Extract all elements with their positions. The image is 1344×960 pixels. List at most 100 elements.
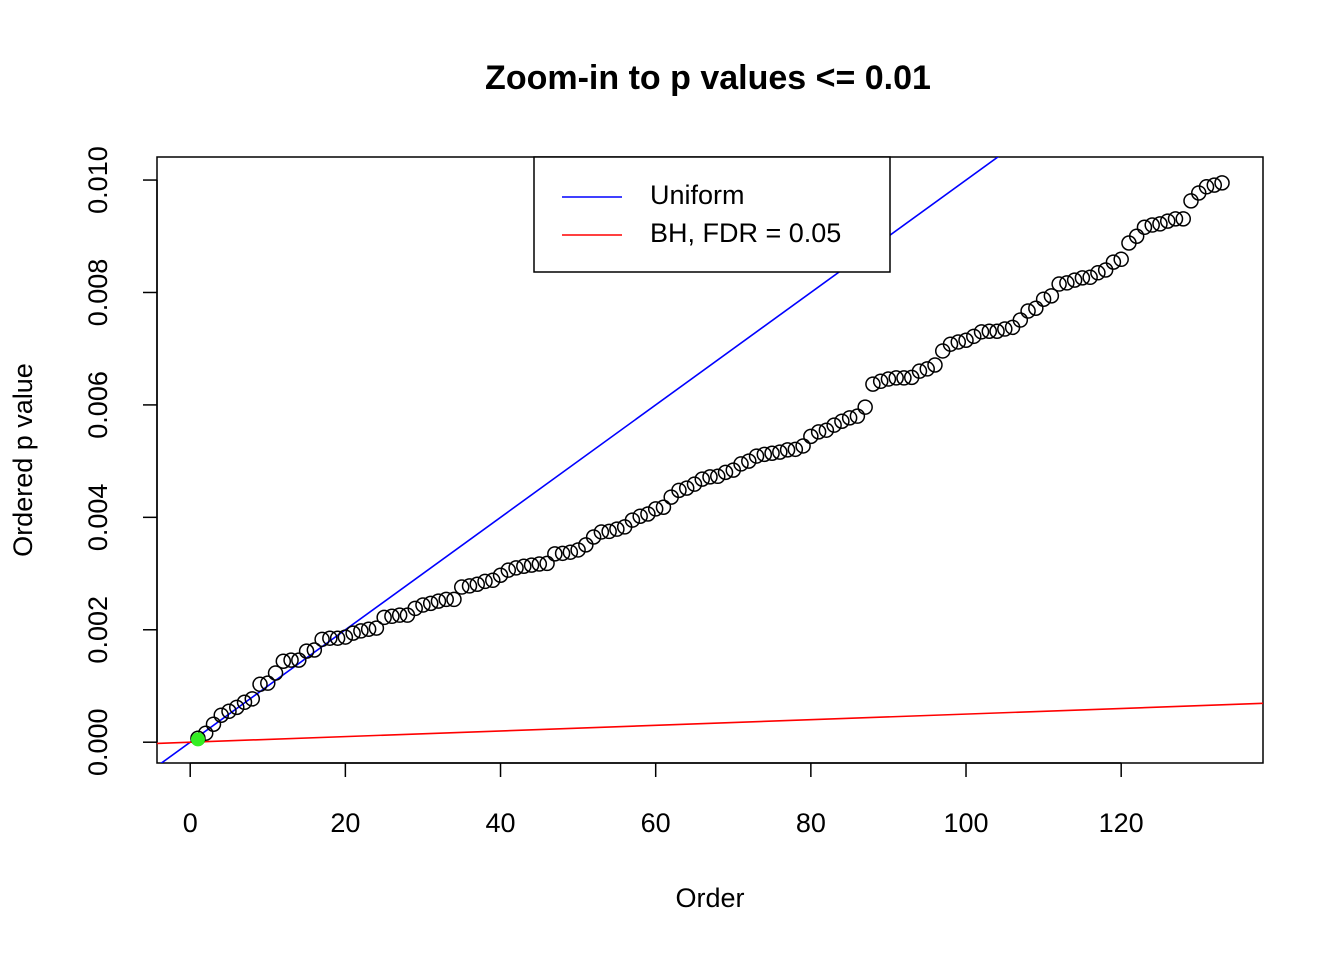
point: [795, 438, 811, 454]
point: [803, 428, 819, 445]
point: [500, 562, 517, 578]
point: [430, 593, 447, 609]
point: [966, 328, 982, 345]
point: [647, 501, 664, 517]
point: [322, 630, 338, 646]
point: [733, 456, 749, 472]
point: [741, 453, 757, 469]
x-tick-label: 100: [943, 808, 988, 838]
point: [477, 573, 493, 590]
point: [446, 591, 462, 608]
point: [601, 523, 617, 540]
point: [391, 607, 408, 623]
point: [896, 370, 912, 386]
point: [834, 413, 850, 429]
point: [989, 323, 1005, 340]
point: [1159, 213, 1176, 229]
point: [205, 716, 222, 732]
point: [1012, 312, 1029, 328]
point: [958, 332, 974, 349]
point: [710, 468, 726, 485]
point: [578, 537, 594, 553]
point: [438, 591, 454, 608]
point: [1020, 303, 1036, 319]
point: [547, 546, 563, 562]
point: [407, 600, 423, 617]
x-tick-label: 0: [183, 808, 198, 838]
point: [485, 572, 501, 589]
point: [221, 703, 237, 720]
x-tick-label: 20: [330, 808, 360, 838]
y-axis-label: Ordered p value: [8, 363, 38, 557]
point: [306, 642, 323, 658]
point: [360, 621, 377, 637]
point: [1152, 216, 1168, 232]
point: [841, 410, 858, 426]
point: [857, 399, 873, 415]
point: [702, 469, 718, 485]
point: [981, 323, 998, 340]
point: [461, 578, 478, 594]
reference-line: [157, 702, 1263, 745]
point: [1113, 251, 1129, 268]
x-tick-label: 40: [486, 808, 516, 838]
point: [1167, 211, 1184, 227]
point: [756, 446, 773, 463]
point: [585, 529, 602, 545]
point: [415, 597, 431, 613]
point: [1191, 185, 1207, 201]
point: [772, 444, 788, 460]
point: [562, 544, 579, 560]
point: [291, 652, 307, 668]
point: [1090, 265, 1106, 281]
point: [632, 508, 648, 524]
point: [267, 665, 284, 681]
point: [1198, 179, 1215, 195]
point: [1097, 262, 1114, 278]
point: [1136, 219, 1153, 236]
highlight-point: [190, 732, 205, 747]
point: [1074, 270, 1091, 286]
point: [880, 371, 897, 387]
point: [1105, 254, 1122, 270]
point: [1206, 177, 1223, 193]
point: [678, 480, 695, 496]
point: [973, 324, 990, 340]
point: [787, 441, 804, 458]
point: [725, 462, 742, 478]
y-tick-label: 0.010: [83, 146, 113, 214]
point: [523, 557, 540, 573]
point: [570, 542, 586, 558]
x-tick-label: 60: [641, 808, 671, 838]
point: [717, 464, 734, 481]
point: [919, 361, 935, 377]
point: [539, 555, 555, 572]
point: [748, 448, 765, 464]
point: [469, 576, 486, 592]
point: [453, 579, 470, 595]
point: [1028, 300, 1044, 316]
point: [1214, 175, 1230, 191]
point: [260, 675, 276, 691]
point: [244, 691, 261, 707]
point: [368, 620, 385, 636]
point: [1144, 217, 1160, 233]
y-tick-label: 0.008: [83, 259, 113, 327]
point: [872, 373, 889, 390]
point: [1051, 276, 1067, 292]
point: [818, 422, 835, 438]
point: [640, 506, 656, 522]
point: [554, 545, 571, 562]
point: [826, 417, 842, 433]
point: [942, 336, 959, 352]
point: [422, 595, 439, 612]
point: [671, 482, 687, 499]
point: [593, 524, 610, 540]
point: [911, 363, 928, 379]
point: [849, 408, 866, 424]
legend-label: Uniform: [650, 180, 745, 210]
legend-box: [533, 156, 891, 273]
point: [950, 334, 967, 350]
point: [764, 445, 780, 462]
